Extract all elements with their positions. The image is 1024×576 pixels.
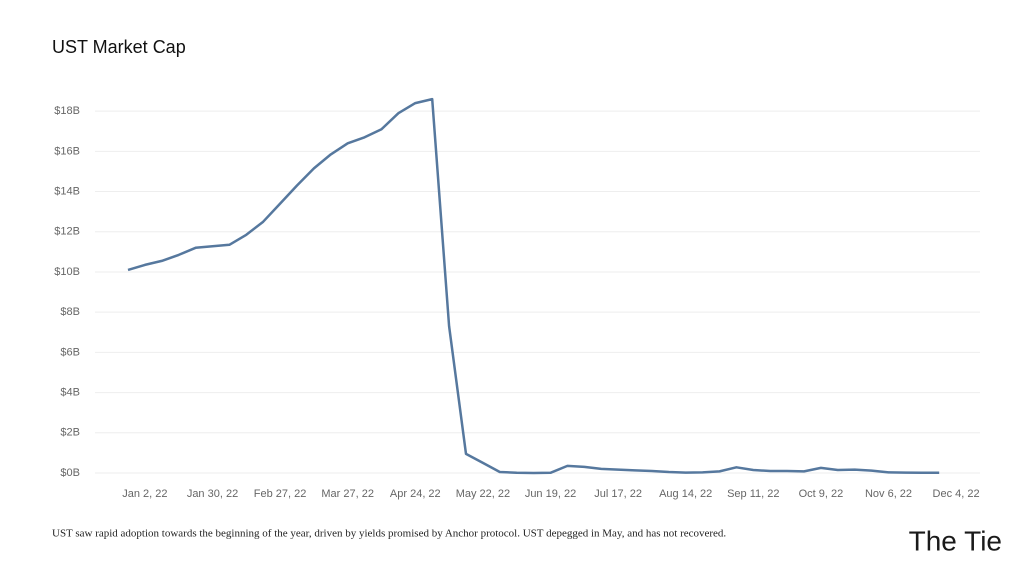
x-tick-label: Sep 11, 22 — [727, 488, 779, 500]
y-tick-label: $16B — [54, 145, 80, 157]
brand-logo: The Tie — [909, 525, 1002, 556]
caption: UST saw rapid adoption towards the begin… — [52, 528, 726, 540]
x-tick-label: Oct 9, 22 — [799, 488, 844, 500]
y-tick-label: $8B — [60, 306, 80, 318]
y-tick-label: $4B — [60, 386, 80, 398]
x-tick-label: Jan 30, 22 — [187, 488, 238, 500]
x-tick-label: Feb 27, 22 — [254, 488, 307, 500]
x-tick-label: May 22, 22 — [456, 488, 510, 500]
y-tick-label: $2B — [60, 427, 80, 439]
x-tick-label: Jun 19, 22 — [525, 488, 576, 500]
x-tick-label: Aug 14, 22 — [659, 488, 712, 500]
y-tick-label: $0B — [60, 467, 80, 479]
x-tick-label: Jul 17, 22 — [594, 488, 642, 500]
x-tick-label: Mar 27, 22 — [321, 488, 374, 500]
x-tick-label: Jan 2, 22 — [122, 488, 167, 500]
line-series — [127, 97, 940, 475]
x-tick-label: Nov 6, 22 — [865, 488, 912, 500]
x-tick-label: Apr 24, 22 — [390, 488, 441, 500]
y-tick-label: $6B — [60, 346, 80, 358]
x-tick-label: Dec 4, 22 — [933, 488, 980, 500]
y-tick-label: $18B — [54, 105, 80, 117]
y-tick-label: $12B — [54, 226, 80, 238]
y-tick-label: $10B — [54, 266, 80, 278]
y-tick-label: $14B — [54, 185, 80, 197]
chart-title: UST Market Cap — [52, 37, 186, 57]
